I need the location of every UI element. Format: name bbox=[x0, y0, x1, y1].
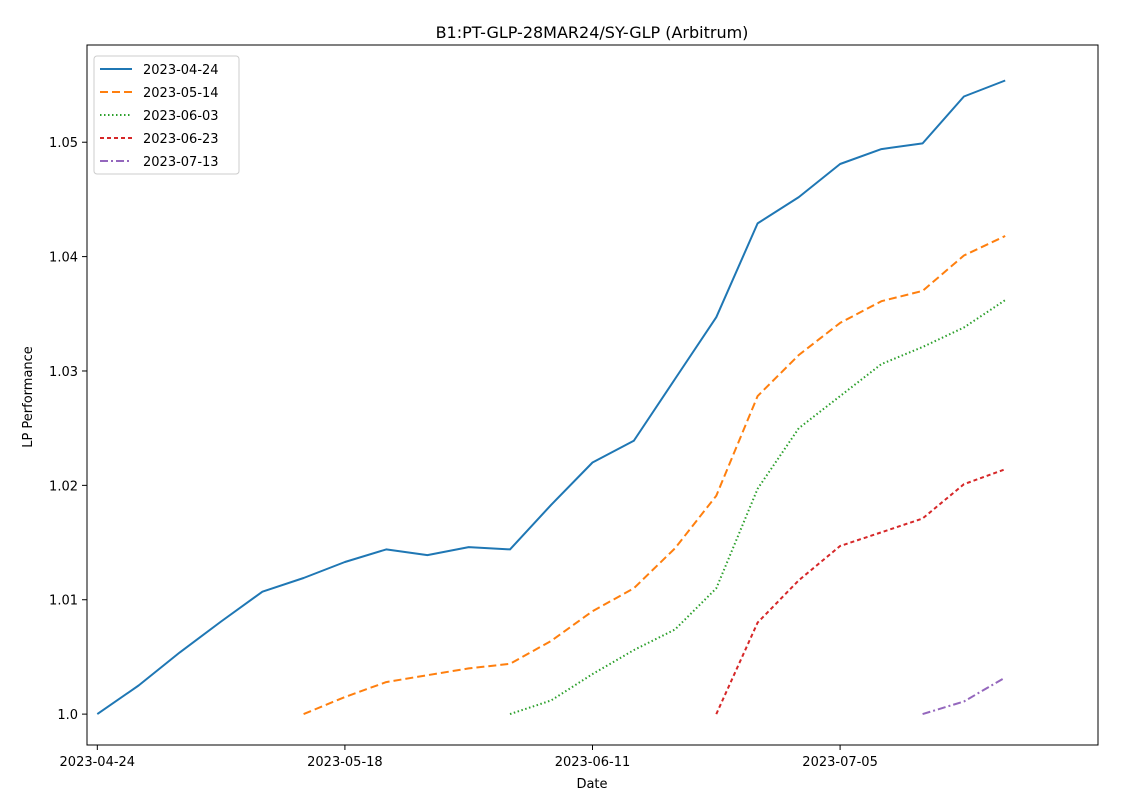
x-axis: 2023-04-24 2023-05-18 2023-06-11 2023-07-05 bbox=[60, 745, 878, 770]
legend-box bbox=[93, 55, 240, 175]
y-tick-label: 1.04 bbox=[49, 251, 78, 266]
y-axis-title: LP Performance bbox=[21, 346, 36, 448]
legend-label: 2023-05-14 bbox=[143, 86, 219, 101]
y-axis: 1.0 1.01 1.02 1.03 1.04 1.05 bbox=[49, 136, 87, 723]
y-tick-label: 1.03 bbox=[49, 365, 78, 380]
x-tick-label: 2023-06-11 bbox=[555, 755, 631, 770]
y-tick-label: 1.05 bbox=[49, 136, 78, 151]
series-line-2023-06-03 bbox=[509, 299, 1006, 716]
y-tick-label: 1.02 bbox=[49, 479, 78, 494]
series-line-2023-06-23 bbox=[715, 468, 1006, 715]
y-tick-label: 1.01 bbox=[49, 594, 78, 609]
x-axis-title: Date bbox=[576, 777, 607, 792]
y-tick-label: 1.0 bbox=[57, 708, 78, 723]
plot-lines bbox=[96, 79, 1006, 716]
legend-label: 2023-07-13 bbox=[143, 155, 219, 170]
series-line-2023-07-13 bbox=[922, 676, 1006, 716]
x-tick-label: 2023-07-05 bbox=[802, 755, 878, 770]
legend-label: 2023-06-03 bbox=[143, 109, 219, 124]
chart-title: B1:PT-GLP-28MAR24/SY-GLP (Arbitrum) bbox=[436, 23, 749, 42]
series-line-2023-05-14 bbox=[303, 235, 1006, 716]
legend-label: 2023-04-24 bbox=[143, 63, 219, 78]
x-tick-label: 2023-04-24 bbox=[60, 755, 136, 770]
series-line-2023-04-24 bbox=[96, 79, 1006, 715]
legend: 2023-04-24 2023-05-14 2023-06-03 2023-06-23… bbox=[93, 55, 240, 175]
x-tick-label: 2023-05-18 bbox=[307, 755, 383, 770]
legend-label: 2023-06-23 bbox=[143, 132, 219, 147]
